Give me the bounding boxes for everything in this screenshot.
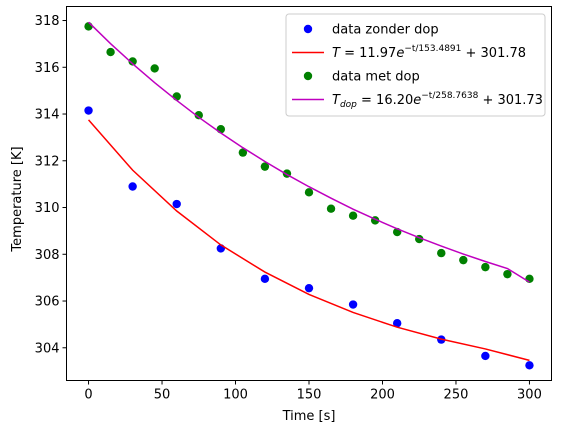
data-point <box>172 199 181 209</box>
x-axis-label: Time [s] <box>282 409 336 424</box>
x-tick-label: 100 <box>223 388 248 403</box>
x-tick-label: 250 <box>444 388 469 403</box>
data-point <box>128 57 137 66</box>
y-axis: 304 306 308 310 312 314 316 318 <box>35 14 67 356</box>
data-point <box>459 255 468 265</box>
x-tick-label: 50 <box>154 388 171 403</box>
data-point <box>326 204 336 213</box>
data-point <box>481 262 490 272</box>
plot-frame <box>66 6 552 381</box>
y-axis-label: Temperature [K] <box>10 146 25 252</box>
data-point <box>106 47 115 57</box>
data-point <box>194 110 203 120</box>
x-tick-label: 0 <box>84 388 92 403</box>
series-line-1 <box>87 119 530 362</box>
y-tick-label: 312 <box>35 154 60 169</box>
y-tick-label: 314 <box>35 108 60 123</box>
legend-box <box>285 13 546 117</box>
data-point <box>392 319 402 328</box>
y-tick-label: 318 <box>35 14 60 29</box>
legend-label: T = 11.97e−t/153.4891 + 301.78 <box>332 44 526 61</box>
x-tick-label: 150 <box>297 388 322 403</box>
data-point <box>172 92 181 101</box>
plot-area <box>84 21 534 370</box>
legend-label: data met dop <box>332 70 420 85</box>
x-axis: 0 50 100 150 200 250 300 <box>84 380 542 403</box>
data-point <box>304 188 314 197</box>
data-point <box>437 248 446 258</box>
legend-item: data met dop <box>303 70 420 85</box>
y-tick-label: 316 <box>35 61 60 76</box>
data-point <box>260 162 270 171</box>
data-point <box>84 106 93 115</box>
data-point <box>128 182 137 191</box>
y-tick-label: 304 <box>35 341 60 356</box>
y-tick-label: 310 <box>35 201 60 216</box>
x-tick-label: 200 <box>370 388 395 403</box>
data-point <box>150 64 159 73</box>
data-point <box>238 148 248 157</box>
legend-item: data zonder dop <box>303 23 439 38</box>
data-point <box>84 22 93 31</box>
data-point <box>348 300 358 309</box>
legend-marker <box>303 71 313 81</box>
legend-label: data zonder dop <box>332 23 439 38</box>
series-line-3 <box>88 21 530 283</box>
y-tick-label: 308 <box>35 248 60 263</box>
legend-label: Tdop = 16.20e−t/258.7638 + 301.73 <box>332 91 543 110</box>
data-point <box>481 351 490 361</box>
data-point <box>503 269 512 279</box>
legend-item: Tdop = 16.20e−t/258.7638 + 301.73 <box>292 91 543 110</box>
data-point <box>525 361 534 370</box>
data-point <box>260 274 270 284</box>
legend-item: T = 11.97e−t/153.4891 + 301.78 <box>292 44 526 61</box>
data-point <box>348 211 358 220</box>
x-tick-label: 300 <box>517 388 542 403</box>
legend-marker <box>303 24 313 34</box>
legend: data zonder dop T = 11.97e−t/153.4891 + 3… <box>285 13 546 117</box>
y-tick-label: 306 <box>35 295 60 310</box>
data-point <box>304 283 314 293</box>
